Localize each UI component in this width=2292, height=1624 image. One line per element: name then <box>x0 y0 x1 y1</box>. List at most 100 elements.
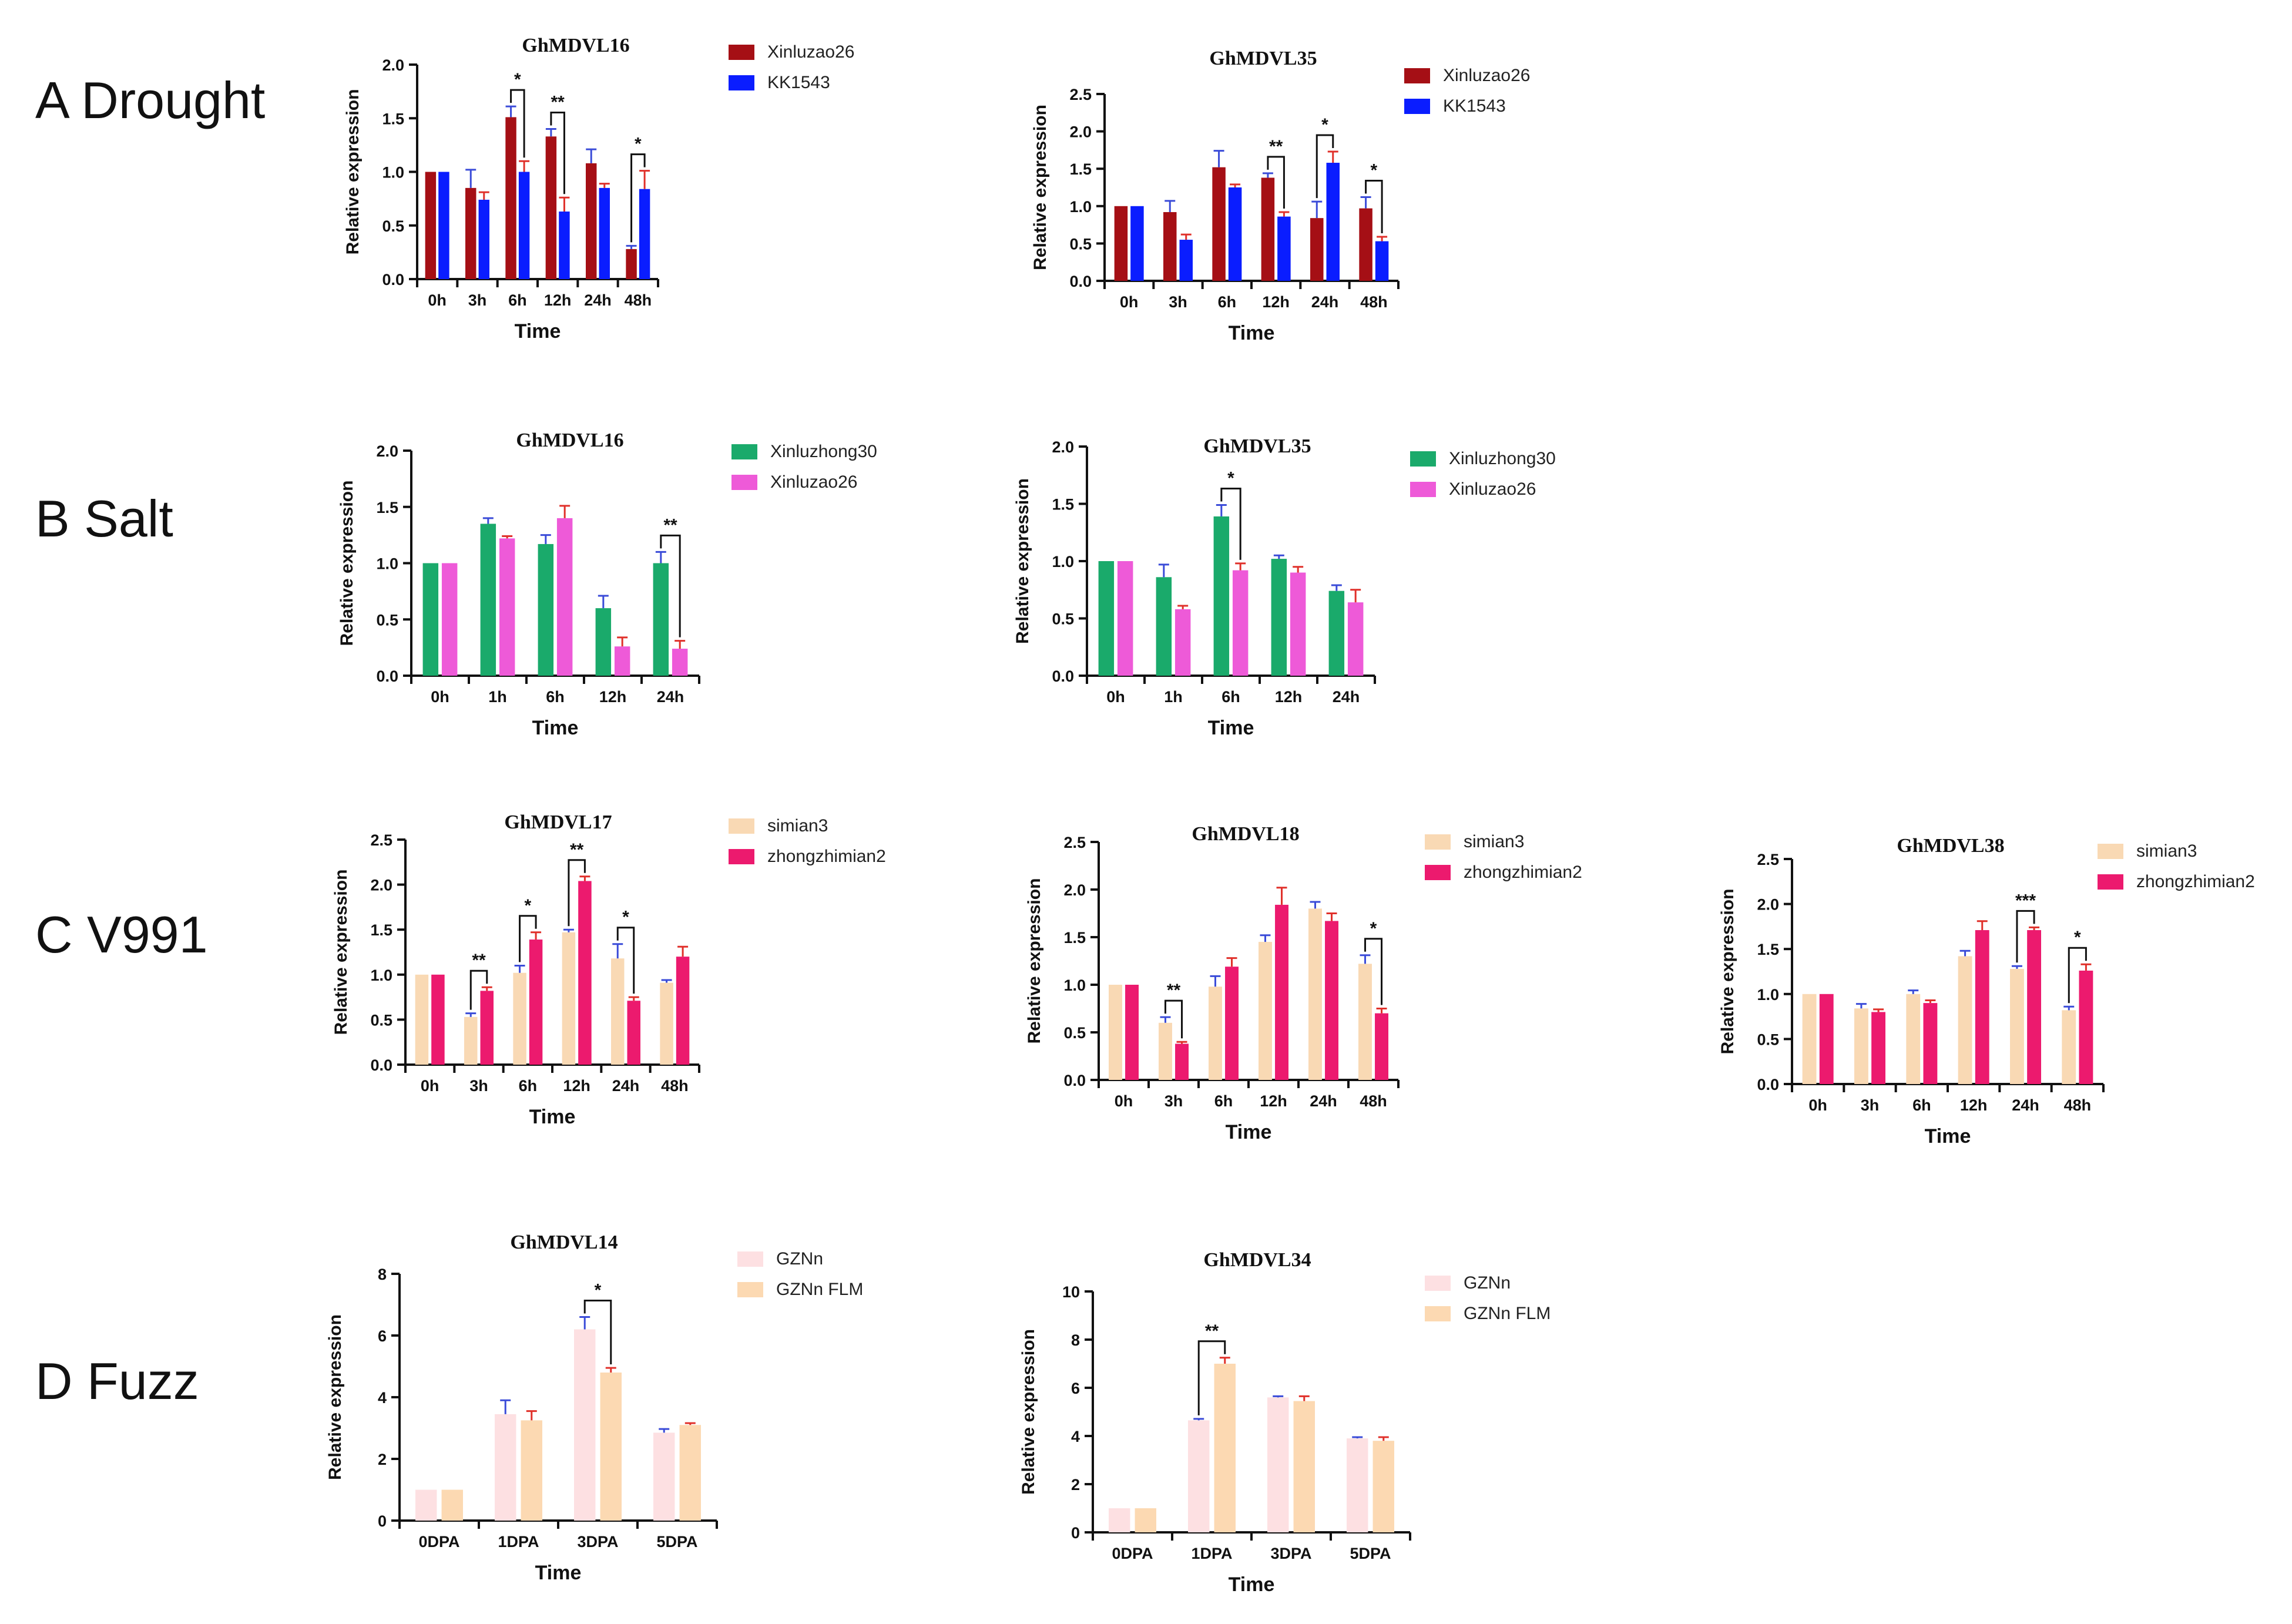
bar-xinluzao26-1h <box>499 538 515 676</box>
legend-label: Xinluzao26 <box>1449 479 1536 499</box>
legend-swatch <box>1404 99 1430 114</box>
bar-gznn-flm-1dpa <box>521 1420 542 1521</box>
significance-label: *** <box>2015 891 2036 910</box>
x-tick-label: 0h <box>431 688 449 706</box>
significance-bracket <box>1365 180 1383 233</box>
legend-swatch <box>729 849 754 864</box>
bar-xinluzao26-0h <box>1114 206 1128 281</box>
bar-gznn-1dpa <box>1188 1420 1210 1532</box>
bar-xinluzao26-12h <box>545 136 557 279</box>
legend-swatch <box>2098 874 2123 890</box>
y-tick-label: 2.0 <box>1052 438 1074 456</box>
y-tick-label: 1.0 <box>1069 198 1092 216</box>
x-tick-label: 1DPA <box>1191 1545 1232 1562</box>
y-axis-label: Relative expression <box>1025 878 1044 1044</box>
chart-a-drought-ghmdvl35: GhMDVL35 0.0 0.5 1.0 1.5 2.0 2.5 0h 3h 6h 12h 24h 48… <box>1031 48 1530 344</box>
y-tick-label: 1.5 <box>1069 160 1092 178</box>
bar-zhongzhimian2-3h <box>1175 1043 1189 1080</box>
bar-xinluzao26-12h <box>1261 177 1275 281</box>
x-tick-label: 5DPA <box>1350 1545 1391 1562</box>
significance-bracket <box>469 969 488 1010</box>
x-axis-label: Time <box>1229 1573 1275 1596</box>
x-tick-label: 0DPA <box>418 1533 459 1551</box>
x-axis-label: Time <box>529 1106 576 1128</box>
bar-zhongzhimian2-48h <box>2079 970 2093 1084</box>
x-tick-label: 6h <box>1221 688 1240 706</box>
significance-label: * <box>1370 161 1377 180</box>
y-tick-label: 1.0 <box>1757 986 1779 1004</box>
y-axis-label: Relative expression <box>1718 889 1737 1055</box>
bar-xinluzao26-1h <box>1174 609 1191 676</box>
legend-swatch <box>1404 68 1430 83</box>
bar-xinluzao26-24h <box>672 649 688 676</box>
chart-title: GhMDVL16 <box>522 35 629 56</box>
legend-label: GZNn <box>1464 1273 1511 1293</box>
x-tick-label: 12h <box>599 688 627 706</box>
bar-gznn-flm-0dpa <box>441 1489 463 1521</box>
bar-zhongzhimian2-6h <box>1225 967 1239 1080</box>
chart-title: GhMDVL34 <box>1203 1249 1311 1271</box>
y-tick-label: 0.5 <box>382 217 404 235</box>
chart-title: GhMDVL35 <box>1203 435 1311 457</box>
bar-xinluzhong30-6h <box>538 543 554 676</box>
legend-swatch <box>729 75 754 90</box>
legend-swatch <box>2098 844 2123 859</box>
x-tick-label: 1DPA <box>498 1533 539 1551</box>
legend-swatch <box>1425 1306 1451 1321</box>
legend-label: GZNn <box>776 1249 823 1269</box>
x-tick-label: 1h <box>488 688 507 706</box>
bar-simian3-3h <box>1159 1022 1172 1080</box>
bar-xinluzao26-6h <box>556 518 573 676</box>
y-tick-label: 0.5 <box>1063 1024 1086 1042</box>
y-tick-label: 2 <box>1071 1476 1080 1494</box>
x-tick-label: 0h <box>1106 688 1125 706</box>
chart-title: GhMDVL38 <box>1897 835 2004 857</box>
legend-label: KK1543 <box>1443 96 1506 116</box>
bar-zhongzhimian2-12h <box>578 881 592 1065</box>
bar-gznn-3dpa <box>1267 1397 1289 1532</box>
chart-title: GhMDVL16 <box>516 430 623 451</box>
y-tick-label: 0 <box>378 1512 387 1530</box>
significance-label: * <box>1227 468 1234 488</box>
y-tick-label: 2.5 <box>370 831 392 849</box>
y-tick-label: 0.0 <box>370 1056 392 1074</box>
y-axis-label: Relative expression <box>325 1314 345 1480</box>
y-tick-label: 0.0 <box>1063 1072 1086 1089</box>
bar-simian3-48h <box>1358 964 1372 1080</box>
significance-label: ** <box>1167 981 1181 1000</box>
x-tick-label: 0h <box>428 291 447 309</box>
significance-bracket <box>1267 156 1285 209</box>
significance-label: * <box>595 1281 602 1300</box>
x-tick-label: 48h <box>1360 1092 1387 1110</box>
y-tick-label: 1.0 <box>1063 977 1086 994</box>
y-tick-label: 2.5 <box>1069 86 1092 103</box>
y-tick-label: 4 <box>378 1389 387 1407</box>
x-tick-label: 12h <box>1275 688 1303 706</box>
y-tick-label: 2.0 <box>382 56 404 74</box>
y-tick-label: 2.0 <box>376 442 398 460</box>
y-tick-label: 8 <box>378 1266 387 1283</box>
x-tick-label: 24h <box>2012 1096 2039 1114</box>
x-tick-label: 0h <box>1115 1092 1133 1110</box>
bar-kk1543-12h <box>1277 216 1291 281</box>
chart-c-v991-ghmdvl38: GhMDVL38 0.0 0.5 1.0 1.5 2.0 2.5 0h 3h 6h 12h 24h 48… <box>1718 835 2255 1147</box>
y-axis-label: Relative expression <box>1031 105 1050 270</box>
bar-gznn-5dpa <box>653 1432 675 1521</box>
bar-xinluzao26-24h <box>1310 218 1324 281</box>
significance-label: * <box>1321 115 1328 135</box>
y-tick-label: 6 <box>1071 1380 1080 1397</box>
x-axis-label: Time <box>1226 1121 1272 1143</box>
chart-d-fuzz-ghmdvl34: GhMDVL34 0 2 4 6 8 10 0DPA 1DPA 3DPA 5DPA Time Relat… <box>1019 1249 1551 1596</box>
row-label-salt: B Salt <box>35 489 173 548</box>
x-tick-label: 0h <box>421 1077 439 1095</box>
bar-kk1543-3h <box>1179 240 1193 281</box>
x-tick-label: 0h <box>1120 293 1139 311</box>
bar-kk1543-3h <box>478 199 489 279</box>
legend-label: simian3 <box>767 816 828 836</box>
x-tick-label: 12h <box>563 1077 590 1095</box>
bar-xinluzao26-3h <box>465 187 476 279</box>
legend-swatch <box>1425 1276 1451 1291</box>
bar-xinluzao26-6h <box>505 117 516 280</box>
legend-label: GZNn FLM <box>1464 1304 1551 1323</box>
legend-label: Xinluzhong30 <box>770 442 877 461</box>
